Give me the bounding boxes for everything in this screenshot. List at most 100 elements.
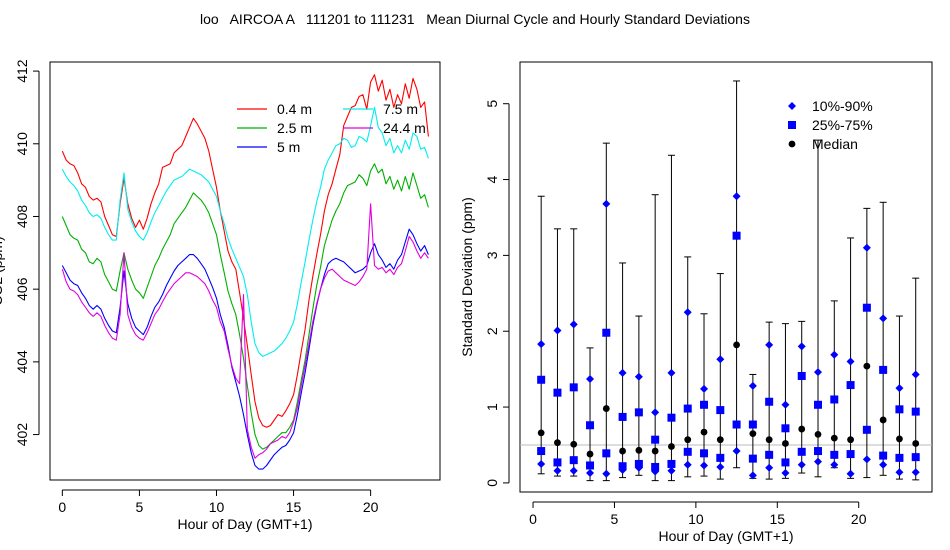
p10-marker	[602, 469, 611, 478]
series-line-2-5-m	[61, 163, 429, 450]
p10-marker	[846, 469, 855, 478]
p75-marker	[748, 420, 757, 429]
p10-marker	[911, 468, 920, 477]
p25-marker	[895, 453, 904, 462]
y-tick-label: 406	[14, 277, 30, 301]
x-tick-label: 0	[529, 511, 537, 527]
p75-marker	[797, 371, 806, 380]
legend-label: 25%-75%	[812, 117, 873, 133]
p75-marker	[716, 406, 725, 415]
median-marker	[912, 440, 920, 447]
p75-marker	[634, 408, 643, 417]
p75-marker	[911, 407, 920, 416]
x-tick-label: 0	[58, 499, 66, 515]
plot-frame	[49, 61, 441, 481]
series-line-0-4-m	[61, 74, 429, 428]
p25-marker	[700, 449, 709, 458]
p90-marker	[716, 355, 725, 364]
p10-marker	[781, 469, 790, 478]
p25-marker	[879, 451, 888, 460]
p25-marker	[716, 453, 725, 462]
legend-label: 2.5 m	[277, 120, 312, 136]
median-marker	[586, 450, 594, 458]
p75-marker	[569, 383, 578, 392]
p90-marker	[879, 314, 888, 323]
median-marker	[537, 429, 545, 437]
legend-label: 24.4 m	[383, 120, 426, 136]
chart-title: loo AIRCOA A 111201 to 111231 Mean Diurn…	[200, 11, 750, 27]
p10-marker	[732, 447, 741, 456]
legend-square	[788, 121, 796, 129]
series-line-7-5-m	[61, 106, 429, 357]
p25-marker	[765, 450, 774, 459]
median-marker	[668, 443, 675, 450]
legend-diamond	[788, 102, 796, 110]
y-tick-label: 1	[484, 403, 500, 411]
p25-marker	[797, 447, 806, 456]
p90-marker	[569, 320, 578, 329]
p75-marker	[537, 375, 546, 384]
legend-label: 7.5 m	[383, 101, 418, 117]
p25-marker	[634, 459, 643, 468]
p75-marker	[618, 412, 627, 421]
p90-marker	[830, 350, 839, 359]
legend-label: Median	[812, 136, 858, 152]
p75-marker	[553, 388, 562, 397]
p90-marker	[814, 368, 823, 377]
p90-marker	[862, 243, 871, 252]
median-marker	[765, 436, 773, 444]
p90-marker	[895, 384, 904, 393]
p10-marker	[569, 466, 578, 475]
p25-marker	[814, 447, 823, 456]
p10-marker	[683, 460, 692, 469]
median-marker	[733, 341, 740, 349]
p10-marker	[797, 460, 806, 469]
p75-marker	[700, 400, 709, 409]
median-marker	[879, 416, 887, 424]
p90-marker	[683, 308, 692, 317]
median-marker	[700, 428, 708, 436]
median-marker	[749, 430, 757, 438]
median-marker	[602, 405, 610, 412]
legend-label: 5 m	[277, 139, 300, 155]
p75-marker	[879, 365, 888, 374]
p75-marker	[667, 413, 676, 422]
x-tick-label: 10	[688, 511, 704, 527]
y-tick-label: 5	[484, 100, 500, 108]
y-tick-label: 3	[484, 251, 500, 259]
y-tick-label: 2	[484, 327, 500, 335]
median-marker	[619, 447, 626, 455]
p25-marker	[846, 450, 855, 459]
p10-marker	[553, 466, 562, 475]
y-axis-label: Standard Deviation (ppm)	[459, 197, 475, 357]
p10-marker	[537, 459, 546, 468]
legend-label: 10%-90%	[812, 98, 873, 114]
co2-diurnal-panel: 0 5 10 15 20 Hour of Day (GMT+1) 402 404 406 408 4…	[0, 59, 441, 532]
x-axis-label: Hour of Day (GMT+1)	[178, 516, 313, 532]
p75-marker	[814, 400, 823, 409]
p90-marker	[797, 342, 806, 351]
median-marker	[798, 425, 806, 433]
p25-marker	[537, 447, 546, 456]
std-deviation-panel: 0 5 10 15 20 Hour of Day (GMT+1) 0 1 2 3 4 5 Standar…	[459, 61, 933, 544]
p90-marker	[846, 357, 855, 366]
median-marker	[830, 434, 838, 442]
p25-marker	[911, 453, 920, 462]
p25-marker	[830, 450, 839, 459]
legend-dot	[788, 140, 796, 148]
p25-marker	[732, 420, 741, 429]
p10-marker	[765, 463, 774, 472]
p90-marker	[911, 370, 920, 379]
p75-marker	[602, 328, 611, 337]
p75-marker	[781, 424, 790, 433]
p25-marker	[667, 459, 676, 468]
p75-marker	[586, 421, 595, 430]
p75-marker	[830, 395, 839, 404]
p90-marker	[602, 199, 611, 208]
p10-marker	[814, 457, 823, 466]
p25-marker	[569, 456, 578, 465]
p10-marker	[586, 469, 595, 478]
y-axis-label: CO2 (ppm)	[0, 236, 5, 305]
p10-marker	[862, 455, 871, 464]
